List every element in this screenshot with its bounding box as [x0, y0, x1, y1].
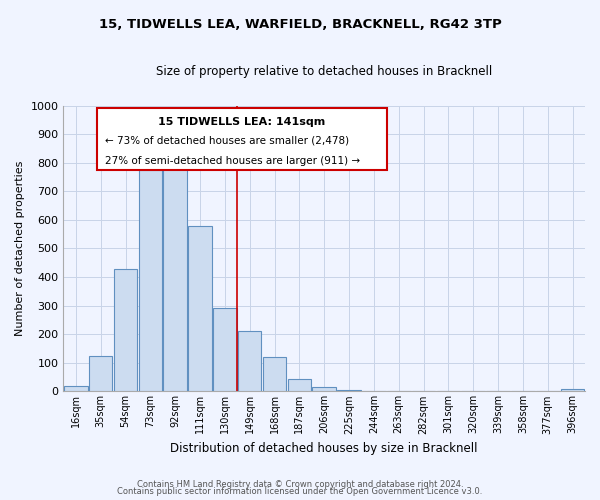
FancyBboxPatch shape: [97, 108, 387, 170]
Bar: [89, 356, 112, 392]
Bar: [263, 356, 286, 392]
Bar: [238, 332, 262, 392]
Bar: [163, 162, 187, 392]
Title: Size of property relative to detached houses in Bracknell: Size of property relative to detached ho…: [156, 65, 493, 78]
Text: Contains public sector information licensed under the Open Government Licence v3: Contains public sector information licen…: [118, 487, 482, 496]
Y-axis label: Number of detached properties: Number of detached properties: [15, 161, 25, 336]
Bar: [337, 390, 361, 392]
Bar: [213, 308, 236, 392]
Bar: [114, 270, 137, 392]
Bar: [287, 380, 311, 392]
Text: 15, TIDWELLS LEA, WARFIELD, BRACKNELL, RG42 3TP: 15, TIDWELLS LEA, WARFIELD, BRACKNELL, R…: [98, 18, 502, 30]
Text: 27% of semi-detached houses are larger (911) →: 27% of semi-detached houses are larger (…: [105, 156, 360, 166]
Text: 15 TIDWELLS LEA: 141sqm: 15 TIDWELLS LEA: 141sqm: [158, 117, 326, 127]
X-axis label: Distribution of detached houses by size in Bracknell: Distribution of detached houses by size …: [170, 442, 478, 455]
Bar: [313, 388, 336, 392]
Text: ← 73% of detached houses are smaller (2,478): ← 73% of detached houses are smaller (2,…: [105, 136, 349, 145]
Bar: [362, 391, 386, 392]
Text: Contains HM Land Registry data © Crown copyright and database right 2024.: Contains HM Land Registry data © Crown c…: [137, 480, 463, 489]
Bar: [561, 389, 584, 392]
Bar: [64, 386, 88, 392]
Bar: [139, 170, 162, 392]
Bar: [188, 226, 212, 392]
